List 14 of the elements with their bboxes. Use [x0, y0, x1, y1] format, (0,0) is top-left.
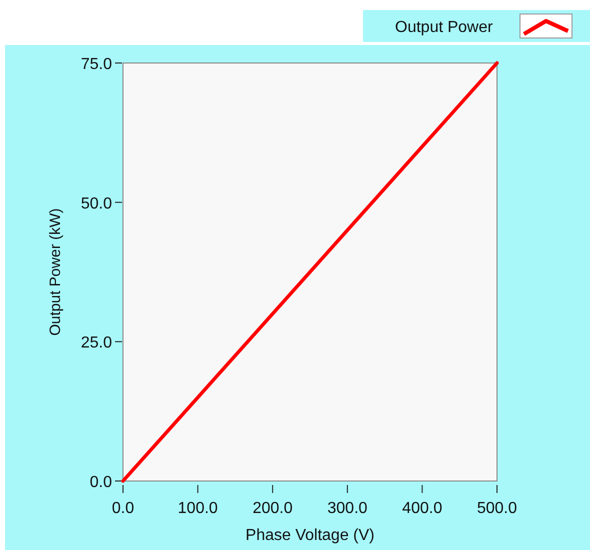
y-tick-label: 25.0 — [80, 334, 112, 352]
line-series — [121, 61, 499, 483]
x-tick-label: 300.0 — [327, 500, 368, 517]
legend-label: Output Power — [395, 19, 494, 36]
x-tick-label: 400.0 — [402, 500, 442, 517]
x-tick-label: 200.0 — [252, 500, 293, 517]
y-tick-label: 0.0 — [90, 474, 112, 491]
y-axis-title: Output Power (kW) — [47, 208, 64, 336]
x-axis-title: Phase Voltage (V) — [246, 527, 374, 544]
x-tick-label: 0.0 — [112, 500, 134, 517]
x-tick-label: 100.0 — [178, 500, 218, 517]
y-tick-label: 75.0 — [80, 56, 112, 73]
y-tick-label: 50.0 — [80, 195, 112, 212]
x-tick-label: 500.0 — [476, 500, 518, 517]
